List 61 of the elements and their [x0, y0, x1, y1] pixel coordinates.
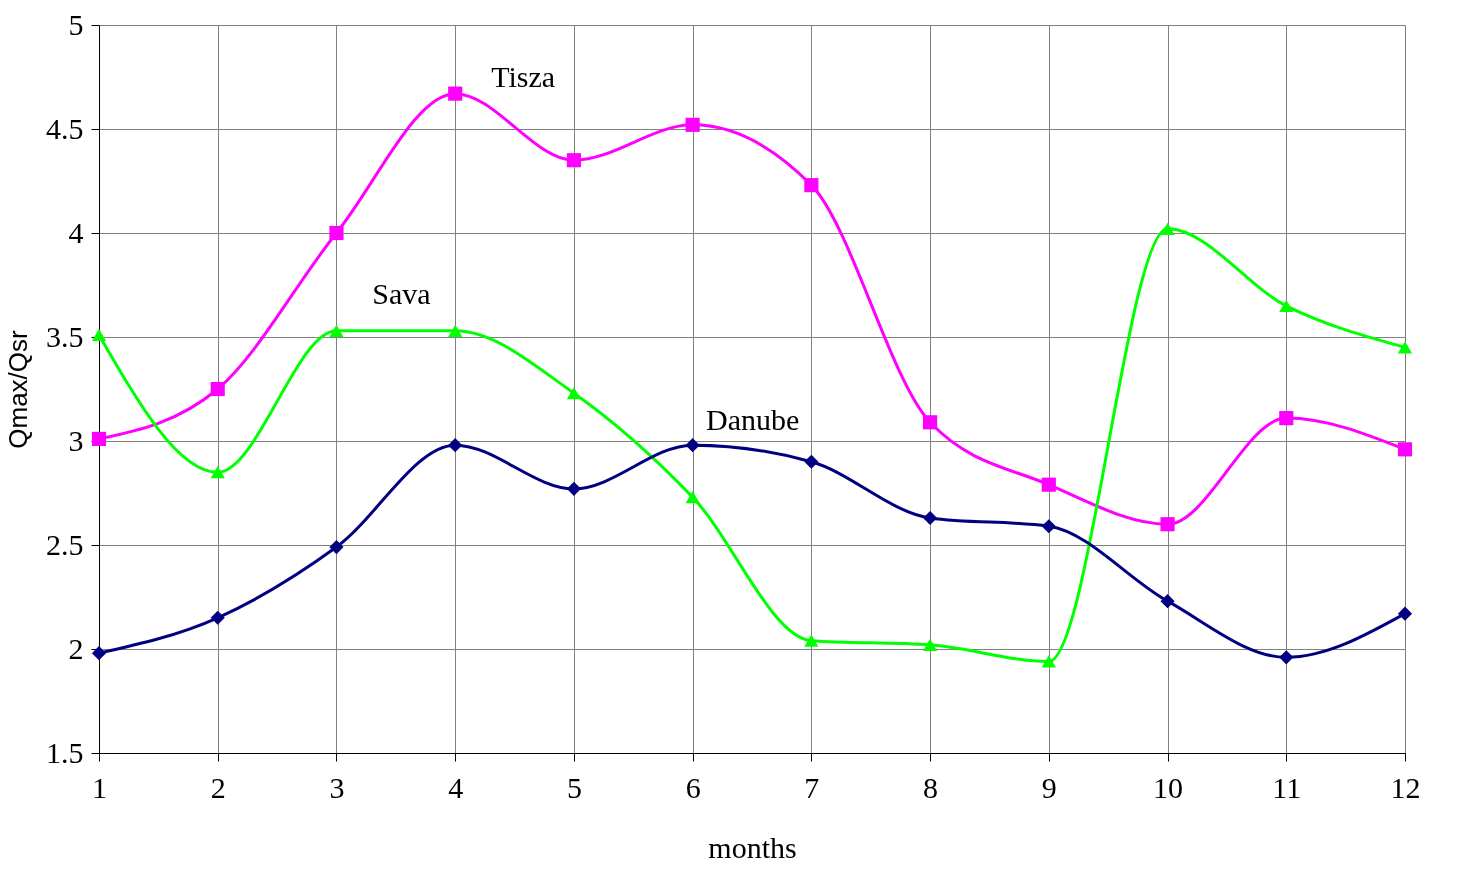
x-tick-label: 7 [804, 770, 820, 804]
y-tick-label: 5 [68, 7, 84, 41]
point [923, 638, 938, 651]
point [448, 324, 463, 337]
x-tick-label: 2 [210, 770, 226, 804]
point [1397, 341, 1413, 354]
x-tick-label: 4 [448, 770, 464, 804]
point [1041, 655, 1056, 668]
x-tick-label: 9 [1041, 770, 1057, 804]
series-label: Sava [372, 276, 431, 310]
x-tick-label: 12 [1390, 770, 1421, 804]
y-tick-label: 1.5 [46, 735, 84, 769]
point [566, 481, 581, 496]
point [566, 387, 581, 400]
point [923, 510, 938, 526]
point [448, 438, 463, 453]
point [1041, 519, 1056, 534]
y-tick-label: 2 [68, 631, 84, 665]
point [1160, 517, 1175, 532]
series-label: Danube [705, 403, 800, 437]
series-label: Tisza [491, 59, 556, 93]
x-tick-label: 11 [1272, 770, 1302, 804]
point [1279, 411, 1294, 426]
point [1041, 477, 1056, 492]
x-tick-label: 6 [685, 770, 701, 804]
point [923, 415, 938, 430]
point [1279, 299, 1294, 312]
point [1160, 594, 1175, 609]
point [91, 646, 107, 661]
point [329, 324, 344, 337]
point [685, 117, 700, 132]
point [566, 153, 581, 168]
y-tick-label: 4.5 [46, 111, 84, 145]
point [210, 381, 225, 397]
point [804, 178, 819, 193]
point [329, 225, 344, 241]
y-tick-label: 4 [68, 215, 84, 249]
point [210, 466, 225, 479]
point [91, 431, 107, 446]
point [685, 438, 700, 453]
point [804, 634, 819, 647]
y-tick-label: 3.5 [46, 319, 84, 353]
point [804, 454, 819, 469]
y-axis-title: Qmax/Qsr [3, 329, 33, 449]
x-tick-label: 8 [923, 770, 939, 804]
point [91, 328, 107, 342]
x-axis-title: months [708, 830, 797, 864]
point [685, 491, 700, 504]
point [1397, 606, 1413, 621]
point [1397, 442, 1413, 457]
x-tick-label: 1 [92, 770, 107, 804]
x-tick-label: 3 [329, 770, 345, 804]
y-tick-label: 3 [68, 423, 84, 457]
point [210, 610, 225, 625]
point [1160, 222, 1175, 235]
point [329, 540, 344, 555]
point [1279, 650, 1294, 665]
y-tick-label: 2.5 [46, 527, 84, 561]
x-tick-label: 5 [566, 770, 582, 804]
point [448, 86, 463, 101]
x-tick-label: 10 [1153, 770, 1184, 804]
